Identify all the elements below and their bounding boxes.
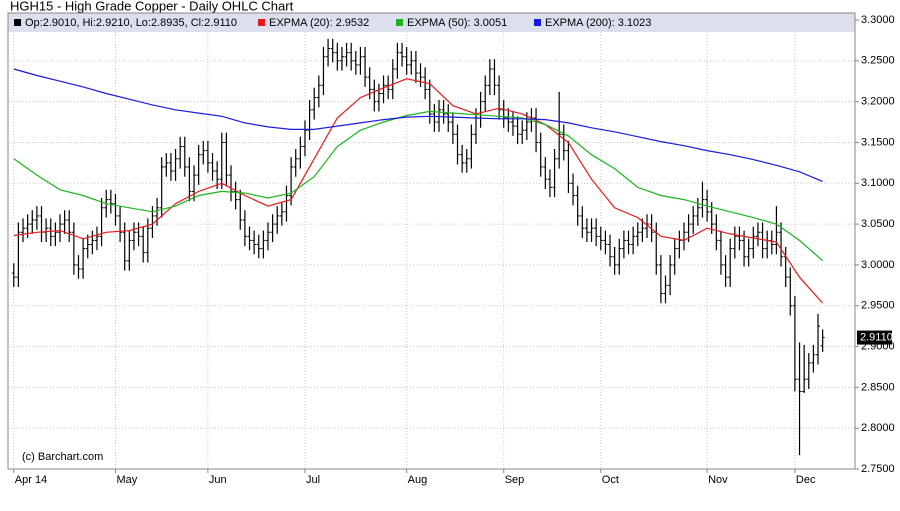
x-tick-label: Dec <box>796 474 816 486</box>
x-tick-label: Jul <box>306 474 320 486</box>
x-tick-label: Sep <box>505 474 525 486</box>
legend-band <box>8 13 855 32</box>
x-tick-label: Nov <box>708 474 728 486</box>
legend-label: Op:2.9010, Hi:2.9210, Lo:2.8935, Cl:2.91… <box>25 17 237 29</box>
x-tick-label: Oct <box>602 474 619 486</box>
y-tick-label: 3.1500 <box>861 136 895 148</box>
chart-title: HGH15 - High Grade Copper - Daily OHLC C… <box>10 0 294 13</box>
y-tick-label: 2.8000 <box>861 422 895 434</box>
y-tick-label: 3.0000 <box>861 259 895 271</box>
y-tick-label: 2.9500 <box>861 300 895 312</box>
legend-swatch <box>258 19 265 26</box>
credit: (c) Barchart.com <box>22 451 103 463</box>
legend-label: EXPMA (20): 2.9532 <box>269 17 369 29</box>
y-tick-label: 3.0500 <box>861 218 895 230</box>
legend-swatch <box>14 19 21 26</box>
y-tick-label: 3.2500 <box>861 55 895 67</box>
last-price-label: 2.9110 <box>860 331 893 343</box>
legend-swatch <box>534 19 541 26</box>
y-tick-label: 3.2000 <box>861 96 895 108</box>
plot-area <box>8 32 855 469</box>
y-tick-label: 3.1000 <box>861 177 895 189</box>
y-tick-label: 3.3000 <box>861 14 895 26</box>
ema-line <box>13 110 823 262</box>
y-tick-label: 2.8500 <box>861 381 895 393</box>
ema-line <box>13 78 824 304</box>
x-tick-label: Apr 14 <box>15 474 47 486</box>
ema-line <box>13 68 823 182</box>
legend-label: EXPMA (50): 3.0051 <box>407 17 507 29</box>
x-tick-label: Jun <box>209 474 227 486</box>
x-tick-label: May <box>116 474 137 486</box>
y-tick-label: 2.7500 <box>861 463 895 475</box>
plot-frame <box>7 12 856 470</box>
last-price-box <box>857 330 892 345</box>
legend-label: EXPMA (200): 3.1023 <box>545 17 651 29</box>
x-tick-label: Aug <box>408 474 428 486</box>
legend-swatch <box>396 19 403 26</box>
